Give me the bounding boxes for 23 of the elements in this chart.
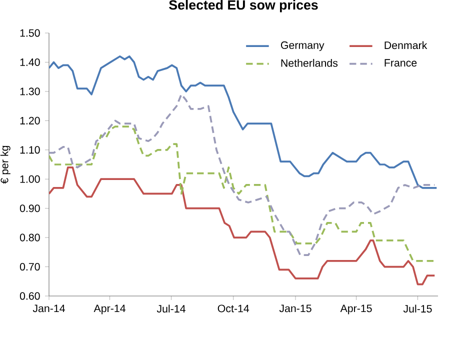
legend-label: Germany: [280, 41, 324, 52]
y-tick-label: 1.50: [20, 29, 40, 37]
x-tick-label: Apr-14: [94, 304, 126, 314]
y-tick-label: 1.00: [20, 175, 40, 183]
legend-label: France: [384, 59, 417, 67]
legend-label: Netherlands: [281, 58, 338, 67]
y-axis-title: € per kg: [0, 146, 10, 184]
x-tick-label: Jul-15: [403, 304, 432, 313]
x-tick-label: Apr-15: [340, 304, 372, 314]
x-tick-label: Jan-14: [32, 304, 65, 312]
y-tick-label: 1.30: [20, 88, 40, 96]
x-tick-label: Oct-14: [218, 304, 250, 312]
y-tick-label: 1.10: [20, 146, 40, 154]
y-tick-label: 1.20: [20, 116, 40, 124]
y-tick-label: 0.80: [20, 234, 40, 242]
y-tick-label: 0.70: [20, 263, 40, 271]
chart-title: Selected EU sow prices: [169, 0, 318, 12]
x-tick-label: Jan-15: [279, 304, 312, 312]
legend-label: Denmark: [384, 41, 428, 50]
x-tick-label: Jul-14: [156, 304, 186, 313]
y-tick-label: 0.60: [20, 292, 40, 300]
y-tick-label: 0.90: [20, 204, 40, 212]
y-tick-label: 1.40: [20, 58, 40, 66]
